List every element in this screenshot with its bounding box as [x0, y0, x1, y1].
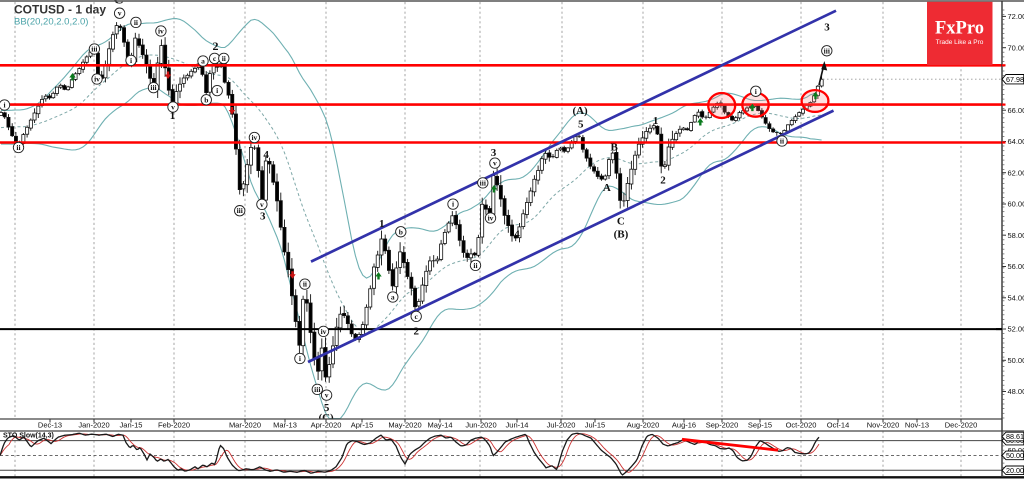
svg-text:3: 3	[260, 211, 266, 223]
svg-text:Sep-15: Sep-15	[748, 421, 772, 430]
svg-text:66.00: 66.00	[1008, 106, 1024, 115]
svg-text:Oct-14: Oct-14	[827, 421, 850, 430]
svg-text:i: i	[3, 101, 5, 110]
svg-text:B: B	[611, 142, 619, 154]
svg-text:ii: ii	[222, 54, 226, 63]
svg-text:Aug-16: Aug-16	[672, 421, 696, 430]
svg-text:Dec-13: Dec-13	[38, 421, 62, 430]
svg-text:54.00: 54.00	[1008, 293, 1024, 302]
svg-text:Sep-2020: Sep-2020	[706, 421, 739, 430]
svg-text:Aug-2020: Aug-2020	[627, 421, 660, 430]
svg-text:Nov-13: Nov-13	[905, 421, 929, 430]
svg-text:ii: ii	[780, 137, 784, 146]
svg-text:50.00: 50.00	[1008, 356, 1024, 365]
svg-text:b: b	[204, 95, 208, 104]
svg-text:i: i	[299, 354, 301, 363]
svg-text:Jul-15: Jul-15	[585, 421, 605, 430]
svg-text:Trade Like a Pro: Trade Like a Pro	[936, 39, 984, 46]
svg-text:i: i	[216, 86, 218, 95]
svg-text:1: 1	[379, 218, 385, 230]
svg-text:3: 3	[824, 22, 830, 34]
svg-text:70.00: 70.00	[1008, 43, 1024, 52]
svg-text:3: 3	[491, 147, 497, 159]
svg-text:iii: iii	[91, 45, 97, 54]
svg-text:v: v	[325, 391, 329, 400]
svg-text:67.98: 67.98	[1006, 75, 1024, 84]
svg-text:62.00: 62.00	[1008, 168, 1024, 177]
svg-text:1: 1	[653, 115, 659, 127]
svg-text:v: v	[260, 200, 264, 209]
svg-text:iii: iii	[480, 178, 486, 187]
svg-text:i: i	[130, 56, 132, 65]
svg-text:72.00: 72.00	[1008, 12, 1024, 21]
svg-text:60.00: 60.00	[1008, 200, 1024, 209]
svg-text:50.00: 50.00	[1006, 451, 1024, 460]
svg-text:iv: iv	[251, 133, 257, 142]
svg-text:58.00: 58.00	[1008, 231, 1024, 240]
svg-text:2: 2	[213, 39, 219, 53]
svg-text:48.00: 48.00	[1008, 387, 1024, 396]
svg-text:52.00: 52.00	[1008, 325, 1024, 334]
svg-text:C: C	[617, 215, 625, 227]
svg-text:A: A	[603, 182, 611, 194]
svg-text:v: v	[493, 159, 497, 168]
svg-text:(A): (A)	[572, 105, 588, 117]
svg-text:v: v	[118, 9, 122, 18]
svg-text:64.00: 64.00	[1008, 137, 1024, 146]
svg-text:Mar-13: Mar-13	[273, 421, 297, 430]
svg-text:Apr-2020: Apr-2020	[311, 421, 342, 430]
svg-text:ii: ii	[303, 280, 307, 289]
svg-text:a: a	[201, 57, 205, 66]
svg-text:Dec-2020: Dec-2020	[945, 421, 978, 430]
svg-text:5: 5	[578, 118, 584, 130]
svg-text:ii: ii	[16, 143, 20, 152]
svg-text:iv: iv	[94, 75, 100, 84]
svg-text:4: 4	[263, 149, 269, 161]
svg-text:i: i	[755, 87, 757, 96]
svg-text:iv: iv	[321, 327, 327, 336]
svg-text:May-14: May-14	[427, 421, 452, 430]
svg-text:FxPro: FxPro	[935, 19, 984, 39]
svg-text:Apr-15: Apr-15	[351, 421, 374, 430]
svg-text:Mar-2020: Mar-2020	[229, 421, 261, 430]
svg-text:Feb-2020: Feb-2020	[158, 421, 190, 430]
svg-text:20.00: 20.00	[1006, 466, 1024, 475]
svg-text:i: i	[452, 200, 454, 209]
svg-text:iv: iv	[158, 27, 164, 36]
svg-text:BB(20,20,2.0,2.0): BB(20,20,2.0,2.0)	[14, 17, 88, 28]
svg-text:iii: iii	[824, 46, 830, 55]
svg-text:Nov-2020: Nov-2020	[867, 421, 900, 430]
svg-text:STO Slow(14,3): STO Slow(14,3)	[3, 433, 54, 440]
svg-text:56.00: 56.00	[1008, 262, 1024, 271]
svg-text:iii: iii	[237, 206, 243, 215]
svg-text:iii: iii	[150, 83, 156, 92]
svg-text:Jan-15: Jan-15	[120, 421, 143, 430]
svg-text:2: 2	[413, 325, 419, 337]
svg-text:a: a	[391, 293, 395, 302]
svg-text:4: 4	[514, 229, 520, 241]
svg-text:Jun-14: Jun-14	[506, 421, 529, 430]
svg-text:Jun-2020: Jun-2020	[465, 421, 496, 430]
svg-text:ii: ii	[473, 261, 477, 270]
svg-text:(B): (B)	[614, 229, 629, 241]
svg-text:Jan-2020: Jan-2020	[78, 421, 109, 430]
svg-text:2: 2	[660, 175, 666, 187]
svg-text:ii: ii	[134, 18, 138, 27]
svg-text:iii: iii	[314, 385, 320, 394]
svg-text:COTUSD - 1 day: COTUSD - 1 day	[14, 3, 106, 17]
svg-text:88.61: 88.61	[1006, 432, 1024, 441]
svg-text:b: b	[399, 227, 403, 236]
svg-text:Jul-2020: Jul-2020	[547, 421, 576, 430]
svg-text:iv: iv	[488, 214, 494, 223]
svg-text:May-2020: May-2020	[388, 421, 421, 430]
svg-text:Oct-2020: Oct-2020	[786, 421, 817, 430]
svg-text:1: 1	[170, 110, 176, 122]
